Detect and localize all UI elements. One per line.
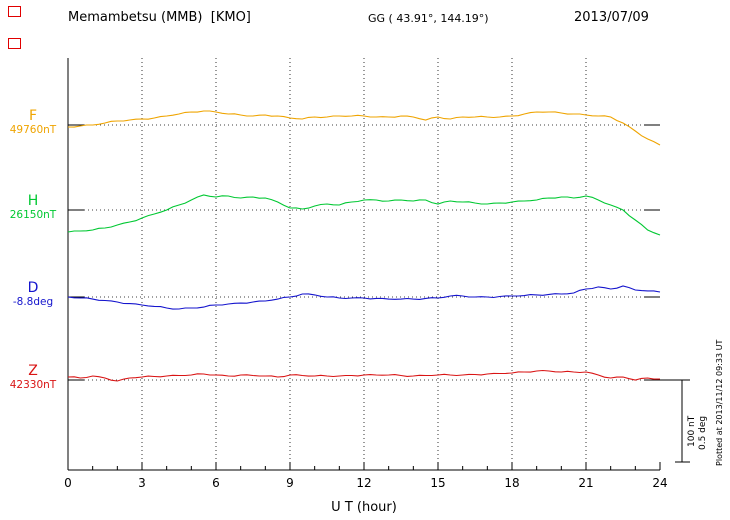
plot-date: 2013/07/09 [574, 10, 649, 25]
series-letter-d: D [27, 280, 39, 296]
x-axis-tick-label: 15 [430, 476, 446, 490]
series-label-h: H 26150nT [4, 193, 62, 222]
series-label-z: Z 42330nT [4, 363, 62, 392]
series-baseline-value-h: 26150nT [9, 209, 57, 221]
series-label-d: D -8.8deg [4, 280, 62, 309]
geographic-coordinates: GG ( 43.91°, 144.19°) [368, 12, 489, 25]
broken-image-icon [8, 6, 21, 17]
series-baseline-value-d: -8.8deg [12, 296, 54, 308]
trace-F [67, 110, 661, 146]
trace-Z [67, 369, 661, 382]
x-axis-tick-label: 12 [356, 476, 372, 490]
x-axis-tick-label: 0 [64, 476, 72, 490]
x-axis-title: U T (hour) [331, 500, 397, 515]
x-axis-tick-label: 18 [504, 476, 520, 490]
series-letter-z: Z [28, 363, 38, 379]
x-axis-tick-label: 21 [578, 476, 594, 490]
x-axis-tick-label: 9 [286, 476, 294, 490]
trace-H [67, 194, 661, 236]
x-axis-tick-label: 24 [652, 476, 668, 490]
plotted-at-note: Plotted at 2013/11/12 09:33 UT [715, 339, 724, 466]
series-letter-f: F [28, 108, 38, 124]
series-baseline-value-f: 49760nT [9, 124, 57, 136]
scale-bar-deg-label: 0.5 deg [698, 415, 708, 450]
scale-bar-nt-label: 100 nT [687, 415, 697, 447]
series-baseline-value-z: 42330nT [9, 379, 57, 391]
x-axis-tick-label: 3 [138, 476, 146, 490]
station-title: Memambetsu (MMB) [KMO] [68, 10, 251, 25]
broken-image-icon [8, 38, 21, 49]
series-letter-h: H [27, 193, 39, 209]
trace-D [67, 285, 661, 310]
series-label-f: F 49760nT [4, 108, 62, 137]
x-axis-tick-label: 6 [212, 476, 220, 490]
